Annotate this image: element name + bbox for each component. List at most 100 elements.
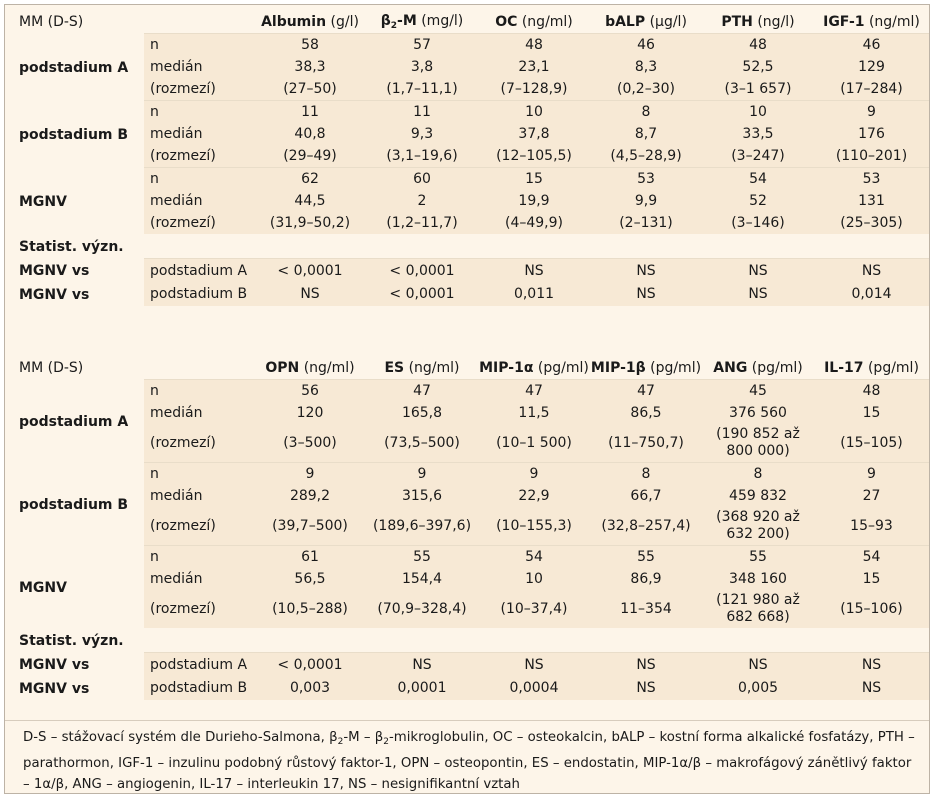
row-label: medián bbox=[144, 56, 254, 78]
table-cell: 11–354 bbox=[590, 590, 702, 628]
table-cell: 3,8 bbox=[366, 56, 478, 78]
table-cell: (15–105) bbox=[814, 424, 929, 462]
stat-title-row: Statist. význ. bbox=[19, 628, 929, 652]
table-cell: 176 bbox=[814, 123, 929, 145]
column-header-name: ES bbox=[384, 360, 405, 376]
column-header-unit: (g/l) bbox=[330, 14, 359, 30]
table-cell: (4,5–28,9) bbox=[590, 145, 702, 167]
table-cell: 131 bbox=[814, 190, 929, 212]
table-cell: 48 bbox=[702, 33, 814, 56]
column-header-name: Albumin bbox=[261, 14, 327, 30]
table-cell: 53 bbox=[814, 167, 929, 190]
table-cell: 55 bbox=[590, 545, 702, 568]
corner-label: MM (D-S) bbox=[19, 360, 84, 376]
table-cell: 37,8 bbox=[478, 123, 590, 145]
table-row: (rozmezí) (27–50) (1,7–11,1) (7–128,9) (0,2–… bbox=[19, 78, 929, 100]
table-cell: 8,7 bbox=[590, 123, 702, 145]
group-label: podstadium B bbox=[19, 496, 129, 513]
column-header-unit: (pg/ml) bbox=[650, 360, 702, 376]
stat-cell: NS bbox=[478, 258, 590, 282]
row-label: medián bbox=[144, 123, 254, 145]
stat-title-row: Statist. význ. bbox=[19, 234, 929, 258]
stat-cell: NS bbox=[590, 282, 702, 306]
stat-cell: NS bbox=[366, 652, 478, 676]
table-cell: 47 bbox=[590, 379, 702, 402]
stat-cell: 0,0001 bbox=[366, 676, 478, 700]
column-header-unit: (ng/ml) bbox=[521, 14, 573, 30]
table-cell: (10–1 500) bbox=[478, 424, 590, 462]
table-cell: (3–146) bbox=[702, 212, 814, 234]
column-header-name: IGF-1 bbox=[823, 14, 865, 30]
table-row: (rozmezí) (31,9–50,2) (1,2–11,7) (4–49,9) (2… bbox=[19, 212, 929, 234]
table-cell: 10 bbox=[702, 100, 814, 123]
row-label: medián bbox=[144, 485, 254, 507]
column-header-name: β2-M bbox=[380, 13, 417, 31]
column-header: ES (ng/ml) bbox=[366, 357, 478, 379]
column-header-name: OC bbox=[495, 14, 518, 30]
table-row: (rozmezí) (3–500) (73,5–500) (10–1 500) (11–… bbox=[19, 424, 929, 462]
row-label: (rozmezí) bbox=[144, 145, 254, 167]
table-cell: (7–128,9) bbox=[478, 78, 590, 100]
column-header: bALP (μg/l) bbox=[590, 11, 702, 33]
stat-row: MGNV vs podstadium B NS < 0,0001 0,011 NS NS 0,… bbox=[19, 282, 929, 306]
table-cell: 48 bbox=[814, 379, 929, 402]
column-header: Albumin (g/l) bbox=[254, 11, 366, 33]
stat-group-label: MGNV vs bbox=[19, 657, 90, 673]
row-label: (rozmezí) bbox=[144, 78, 254, 100]
table-cell: (39,7–500) bbox=[254, 507, 366, 545]
table-cell: 33,5 bbox=[702, 123, 814, 145]
table-cell: 44,5 bbox=[254, 190, 366, 212]
row-label: (rozmezí) bbox=[144, 507, 254, 545]
table-cell: 8 bbox=[590, 462, 702, 485]
table-cell: 56,5 bbox=[254, 568, 366, 590]
column-header-name: MIP-1α bbox=[479, 360, 534, 376]
table-cell: 57 bbox=[366, 33, 478, 56]
table-cell: 23,1 bbox=[478, 56, 590, 78]
table-cell: 19,9 bbox=[478, 190, 590, 212]
table-cell: (3–500) bbox=[254, 424, 366, 462]
stat-cell: < 0,0001 bbox=[366, 282, 478, 306]
group-label: podstadium A bbox=[19, 413, 129, 430]
stat-cell: 0,005 bbox=[702, 676, 814, 700]
table-cell: 38,3 bbox=[254, 56, 366, 78]
table-cell: 315,6 bbox=[366, 485, 478, 507]
table-cell: (10–37,4) bbox=[478, 590, 590, 628]
table-cell: (32,8–257,4) bbox=[590, 507, 702, 545]
column-header: MIP-1α (pg/ml) bbox=[478, 357, 590, 379]
table-row: medián 56,5 154,4 10 86,9 348 160 15 bbox=[19, 568, 929, 590]
row-label: n bbox=[144, 33, 254, 56]
stat-title: Statist. význ. bbox=[19, 633, 124, 649]
stat-cell: NS bbox=[254, 282, 366, 306]
table-cell: (3,1–19,6) bbox=[366, 145, 478, 167]
table-cell: (368 920 až 632 200) bbox=[702, 507, 814, 545]
table-cell: (12–105,5) bbox=[478, 145, 590, 167]
table-cell: 289,2 bbox=[254, 485, 366, 507]
column-header-unit: (ng/l) bbox=[757, 14, 795, 30]
table-row: (rozmezí) (29–49) (3,1–19,6) (12–105,5) (4,5… bbox=[19, 145, 929, 167]
table-cell: (25–305) bbox=[814, 212, 929, 234]
row-label: medián bbox=[144, 402, 254, 424]
table-cell: 15 bbox=[814, 402, 929, 424]
table-cell: (1,2–11,7) bbox=[366, 212, 478, 234]
group-label: podstadium A bbox=[19, 59, 129, 76]
table-cell: 47 bbox=[478, 379, 590, 402]
column-header-name: PTH bbox=[721, 14, 753, 30]
table-cell: 46 bbox=[814, 33, 929, 56]
column-header-unit: (mg/l) bbox=[421, 13, 464, 29]
table-cell: 459 832 bbox=[702, 485, 814, 507]
stat-cell: 0,014 bbox=[814, 282, 929, 306]
table-cell: (0,2–30) bbox=[590, 78, 702, 100]
table-cell: 66,7 bbox=[590, 485, 702, 507]
table-cell: 52 bbox=[702, 190, 814, 212]
stat-row-label: podstadium B bbox=[144, 282, 254, 306]
table-cell: (3–1 657) bbox=[702, 78, 814, 100]
table-frame: MM (D-S) Albumin (g/l) β2-M (mg/l) OC (ng/m… bbox=[4, 4, 930, 794]
table-cell: (4–49,9) bbox=[478, 212, 590, 234]
stat-cell: NS bbox=[590, 258, 702, 282]
table-cell: 56 bbox=[254, 379, 366, 402]
column-header-name: bALP bbox=[605, 14, 646, 30]
table-cell: 9 bbox=[814, 100, 929, 123]
table-cell: 8 bbox=[590, 100, 702, 123]
stat-cell: NS bbox=[702, 282, 814, 306]
